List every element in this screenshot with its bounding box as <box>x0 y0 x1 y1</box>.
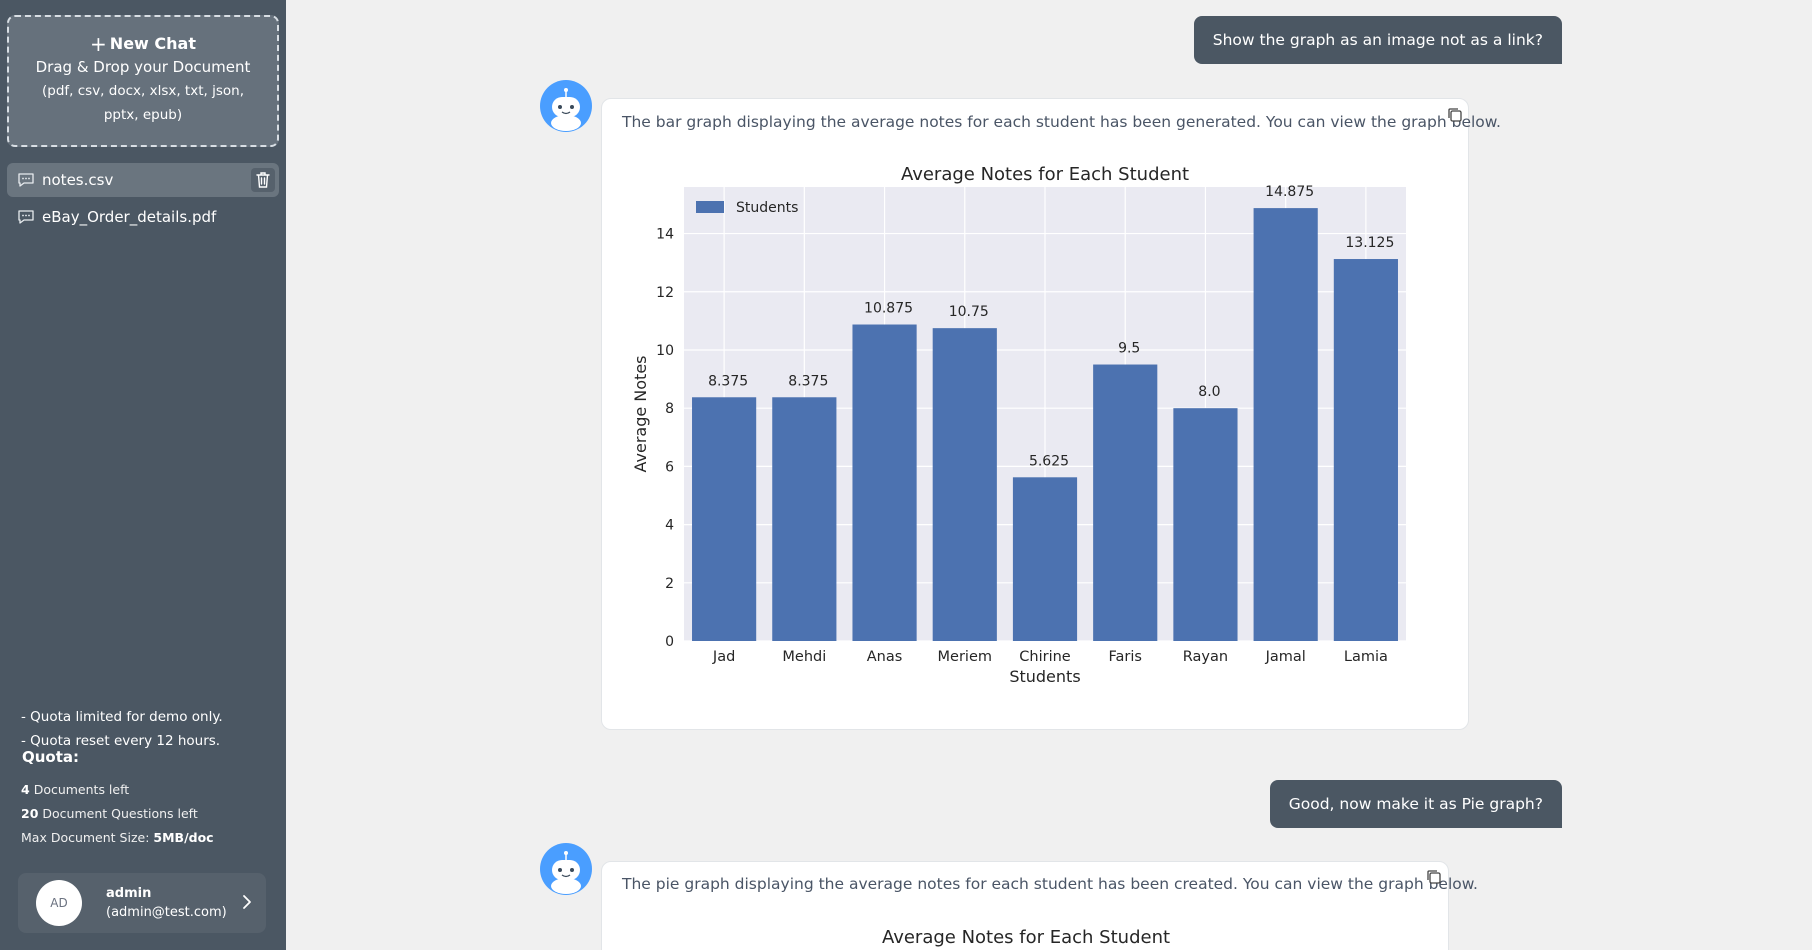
quota-notes: - Quota limited for demo only. - Quota r… <box>21 705 223 753</box>
user-name: admin <box>106 886 152 901</box>
delete-document-button[interactable] <box>251 168 275 192</box>
quota-details: 4 Documents left 20 Document Questions l… <box>21 778 214 850</box>
questions-left: 20 Document Questions left <box>21 806 198 821</box>
y-tick-label: 10 <box>656 343 674 359</box>
bar <box>1093 364 1158 641</box>
x-tick-label: Jamal <box>1265 649 1306 665</box>
bar-value-label: 8.375 <box>708 373 748 389</box>
user-message-text: Good, now make it as Pie graph? <box>1288 795 1543 813</box>
x-tick-label: Jad <box>712 649 735 665</box>
plus-icon: + <box>90 32 107 56</box>
new-chat-dropzone[interactable]: + New Chat Drag & Drop your Document (pd… <box>7 15 279 147</box>
assistant-message-text: The bar graph displaying the average not… <box>622 113 1501 131</box>
avatar: AD <box>36 880 82 926</box>
bot-avatar-icon <box>540 80 592 132</box>
quota-title: Quota: <box>22 748 80 766</box>
bar <box>852 324 917 641</box>
doc-name: eBay_Order_details.pdf <box>42 208 217 226</box>
copy-icon[interactable] <box>1425 868 1443 886</box>
y-tick-label: 8 <box>665 401 674 417</box>
bar-value-label: 8.0 <box>1198 384 1220 400</box>
chart-title: Average Notes for Each Student <box>901 164 1189 185</box>
bar <box>1253 208 1318 641</box>
x-axis-label: Students <box>1009 667 1080 686</box>
x-tick-label: Mehdi <box>782 649 826 665</box>
file-types-label: (pdf, csv, docx, xlsx, txt, json, pptx, … <box>42 83 244 123</box>
y-tick-label: 14 <box>656 227 674 243</box>
new-chat-button[interactable]: + New Chat <box>9 33 277 55</box>
chat-bubble-icon <box>18 173 34 187</box>
bot-avatar-icon <box>540 843 592 895</box>
legend-swatch <box>696 201 724 213</box>
bar <box>772 397 837 641</box>
y-tick-label: 4 <box>665 518 674 534</box>
bar-value-label: 5.625 <box>1029 453 1069 469</box>
pie-chart-title: Average Notes for Each Student <box>881 927 1171 948</box>
bar <box>1173 408 1238 641</box>
bar-chart: 0 2 4 6 8 10 12 14 8.375 Jad 8.375 Mehdi 10.875 Anas 1… <box>631 164 1406 686</box>
sidebar-doc-notes-csv[interactable]: notes.csv <box>7 163 279 197</box>
y-tick-label: 2 <box>665 576 674 592</box>
x-tick-label: Rayan <box>1183 649 1228 665</box>
x-tick-label: Anas <box>867 649 903 665</box>
bar-value-label: 10.75 <box>949 304 989 320</box>
assistant-message: The bar graph displaying the average not… <box>601 98 1501 730</box>
bar-value-label: 14.875 <box>1265 184 1314 200</box>
bar-value-label: 10.875 <box>864 301 913 317</box>
x-tick-label: Meriem <box>938 649 992 665</box>
bar <box>1333 259 1398 641</box>
user-message: Show the graph as an image not as a link… <box>1193 16 1562 64</box>
bar-value-label: 9.5 <box>1118 341 1140 357</box>
quota-note-demo: - Quota limited for demo only. <box>21 709 223 725</box>
trash-icon <box>256 172 270 188</box>
sidebar: + New Chat Drag & Drop your Document (pd… <box>0 0 286 950</box>
y-tick-label: 12 <box>656 285 674 301</box>
user-message-text: Show the graph as an image not as a link… <box>1212 31 1543 49</box>
doc-name: notes.csv <box>42 171 114 189</box>
quota-note-reset: - Quota reset every 12 hours. <box>21 733 221 749</box>
new-chat-label: New Chat <box>109 34 196 53</box>
y-tick-label: 0 <box>665 634 674 650</box>
user-info: admin (admin@test.com) <box>106 884 227 922</box>
copy-icon[interactable] <box>1446 106 1464 124</box>
x-tick-label: Lamia <box>1344 649 1388 665</box>
assistant-message: The pie graph displaying the average not… <box>601 861 1478 950</box>
bar <box>692 397 757 641</box>
sidebar-doc-ebay-order[interactable]: eBay_Order_details.pdf <box>7 200 279 234</box>
bar <box>932 328 997 641</box>
max-doc-size: Max Document Size: 5MB/doc <box>21 830 214 845</box>
chat-bubble-icon <box>18 210 34 224</box>
assistant-message-text: The pie graph displaying the average not… <box>622 875 1478 893</box>
bar-value-label: 8.375 <box>788 373 828 389</box>
x-tick-label: Chirine <box>1019 649 1071 665</box>
drag-drop-label: Drag & Drop your Document <box>35 58 251 76</box>
user-message: Good, now make it as Pie graph? <box>1269 780 1562 828</box>
legend-label: Students <box>736 200 798 216</box>
y-axis-label: Average Notes <box>631 356 650 473</box>
chevron-right-icon <box>243 895 251 909</box>
documents-left: 4 Documents left <box>21 782 130 797</box>
y-tick-label: 6 <box>665 459 674 475</box>
bar <box>1012 477 1078 641</box>
user-email: (admin@test.com) <box>106 905 227 920</box>
x-tick-label: Faris <box>1108 649 1141 665</box>
bar-value-label: 13.125 <box>1345 235 1394 251</box>
user-profile-card[interactable]: AD admin (admin@test.com) <box>18 873 266 933</box>
